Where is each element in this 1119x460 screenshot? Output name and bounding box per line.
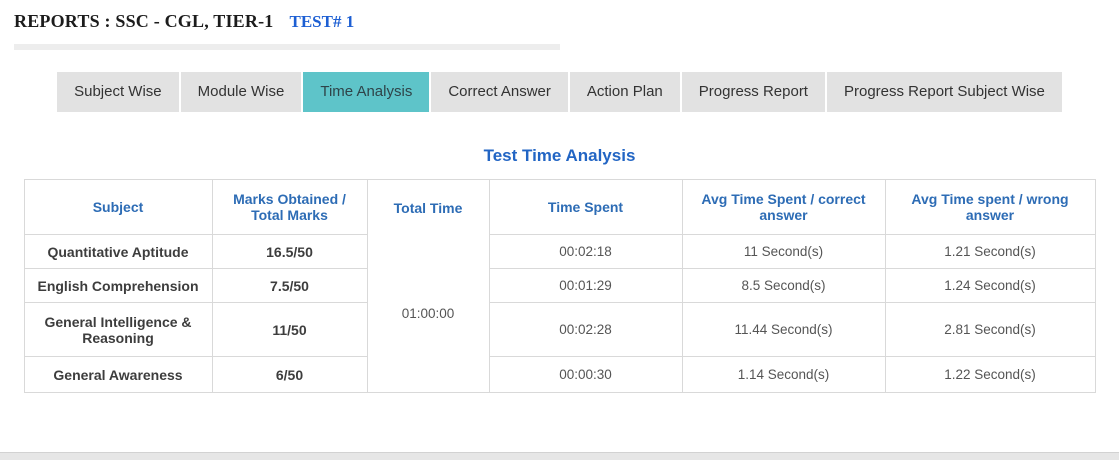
avg-wrong-cell: 2.81 Second(s) [885, 303, 1095, 357]
marks-cell: 7.5/50 [212, 269, 368, 303]
avg-wrong-cell: 1.22 Second(s) [944, 367, 1036, 382]
col-header-subject: Subject [24, 180, 213, 235]
time-spent-cell: 00:02:18 [489, 235, 683, 269]
table-row: General Awareness 6/50 00:00:30 1.14 Sec… [25, 357, 1095, 392]
table-row: Quantitative Aptitude 16.5/50 01:00:00 0… [24, 235, 1095, 392]
subject-cell: Quantitative Aptitude [24, 235, 213, 269]
avg-wrong-cell: 1.21 Second(s) [885, 235, 1095, 269]
header-divider [14, 44, 560, 50]
col-header-total-time: Total Time [367, 180, 490, 235]
avg-correct-cell: 11.44 Second(s) [682, 303, 886, 357]
col-header-avg-correct: Avg Time Spent / correct answer [682, 180, 886, 235]
total-time-cell: 01:00:00 [368, 235, 490, 392]
subject-cell: General Intelligence & Reasoning [24, 303, 213, 357]
avg-correct-cell: 11 Second(s) [682, 235, 886, 269]
avg-correct-cell: 1.14 Second(s) [683, 357, 886, 392]
report-title: REPORTS : SSC - CGL, TIER-1 [14, 11, 274, 31]
time-spent-cell: 00:02:28 [489, 303, 683, 357]
marks-cell: 11/50 [212, 303, 368, 357]
table-row: English Comprehension 7.5/50 00:01:29 8.… [24, 269, 1095, 303]
marks-cell: 16.5/50 [212, 235, 368, 269]
tab-correct-answer[interactable]: Correct Answer [431, 72, 568, 112]
tab-subject-wise[interactable]: Subject Wise [57, 72, 179, 112]
col-header-avg-wrong: Avg Time spent / wrong answer [885, 180, 1095, 235]
avg-correct-cell: 8.5 Second(s) [682, 269, 886, 303]
subject-cell: General Awareness [25, 357, 213, 392]
table-row: General Intelligence & Reasoning 11/50 0… [24, 303, 1095, 357]
tab-action-plan[interactable]: Action Plan [569, 72, 680, 112]
avg-wrong-cell: 1.24 Second(s) [885, 269, 1095, 303]
tab-progress-report[interactable]: Progress Report [681, 72, 825, 112]
table-header-row: Subject Marks Obtained / Total Marks Tot… [24, 180, 1095, 235]
footer-bar [0, 452, 1119, 460]
col-header-marks: Marks Obtained / Total Marks [212, 180, 368, 235]
tab-bar: Subject Wise Module Wise Time Analysis C… [0, 72, 1119, 112]
time-spent-cell: 00:01:29 [489, 269, 683, 303]
tab-progress-report-subject-wise[interactable]: Progress Report Subject Wise [826, 72, 1062, 112]
subject-cell: English Comprehension [24, 269, 213, 303]
time-spent-cell: 00:00:30 [490, 357, 683, 392]
report-header: REPORTS : SSC - CGL, TIER-1 TEST# 1 [0, 0, 1119, 32]
test-number-link[interactable]: TEST# 1 [289, 12, 355, 31]
time-analysis-table: Subject Marks Obtained / Total Marks Tot… [23, 179, 1096, 393]
tab-time-analysis[interactable]: Time Analysis [303, 72, 430, 112]
tab-module-wise[interactable]: Module Wise [180, 72, 302, 112]
page-title: Test Time Analysis [483, 146, 636, 165]
col-header-time-spent: Time Spent [489, 180, 683, 235]
marks-cell: 6/50 [213, 357, 368, 392]
